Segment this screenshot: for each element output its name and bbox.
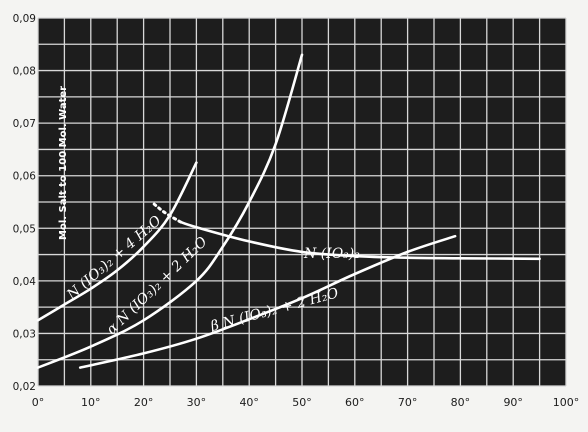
series-line-4 <box>78 234 457 369</box>
x-tick-label: 20° <box>134 396 154 409</box>
y-tick-label: 0,05 <box>13 223 36 235</box>
y-tick-label: 0,06 <box>13 171 37 183</box>
y-tick-label: 0,08 <box>13 66 36 78</box>
x-tick-labels: 0° 10° 20° 30° 40° 50° 60° 70° 80° 90° 100° <box>32 396 580 409</box>
x-tick-label: 10° <box>81 396 101 409</box>
x-tick-label: 30° <box>187 396 207 409</box>
label-anhydrous: N (IO₃)₂ <box>303 246 360 262</box>
x-tick-label: 100° <box>553 396 580 409</box>
x-tick-label: 70° <box>398 396 418 409</box>
y-tick-label: 0,02 <box>13 381 36 393</box>
x-tick-label: 80° <box>451 396 471 409</box>
series-line-2 <box>36 53 304 369</box>
series-line-1 <box>152 202 183 224</box>
x-tick-label: 60° <box>345 396 365 409</box>
y-tick-labels: 0,02 0,03 0,04 0,05 0,06 0,07 0,08 0,09 <box>13 13 37 393</box>
grid <box>37 17 567 387</box>
x-tick-label: 40° <box>239 396 259 409</box>
y-tick-label: 0,03 <box>13 328 36 340</box>
curves <box>36 53 541 369</box>
x-tick-label: 50° <box>292 396 312 409</box>
y-tick-label: 0,09 <box>13 13 36 25</box>
x-tick-label: 0° <box>32 396 45 409</box>
y-tick-label: 0,04 <box>13 276 37 288</box>
y-tick-label: 0,07 <box>13 118 36 130</box>
series-line-3 <box>179 220 541 261</box>
x-tick-label: 90° <box>503 396 523 409</box>
y-axis-title: Mol. Salt to 100 Mol. Water <box>58 86 69 240</box>
